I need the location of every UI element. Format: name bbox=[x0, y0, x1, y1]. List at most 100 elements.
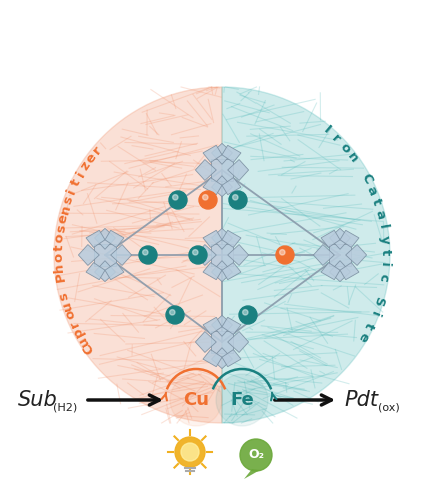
Circle shape bbox=[181, 443, 199, 461]
Circle shape bbox=[166, 306, 184, 324]
Text: a: a bbox=[364, 184, 380, 197]
Circle shape bbox=[173, 194, 178, 200]
Text: z: z bbox=[78, 159, 93, 172]
Text: P: P bbox=[53, 271, 67, 282]
Polygon shape bbox=[222, 262, 241, 280]
Polygon shape bbox=[340, 262, 359, 280]
Polygon shape bbox=[329, 244, 351, 266]
Circle shape bbox=[143, 250, 148, 255]
Text: Sub: Sub bbox=[18, 390, 58, 410]
Circle shape bbox=[280, 250, 285, 255]
Polygon shape bbox=[222, 230, 241, 248]
Text: n: n bbox=[345, 150, 361, 166]
Polygon shape bbox=[329, 228, 350, 250]
Polygon shape bbox=[86, 230, 105, 248]
Polygon shape bbox=[195, 332, 216, 352]
Wedge shape bbox=[222, 87, 390, 423]
Circle shape bbox=[189, 246, 207, 264]
Text: i: i bbox=[65, 187, 79, 196]
Circle shape bbox=[229, 191, 247, 209]
Polygon shape bbox=[95, 228, 115, 250]
Text: Cu: Cu bbox=[183, 391, 209, 409]
Text: Fe: Fe bbox=[230, 391, 254, 409]
Text: l: l bbox=[376, 224, 389, 230]
Text: C: C bbox=[80, 341, 96, 356]
Polygon shape bbox=[211, 348, 233, 368]
Text: S: S bbox=[371, 296, 386, 308]
Circle shape bbox=[242, 310, 248, 315]
Polygon shape bbox=[203, 146, 222, 162]
Text: s: s bbox=[61, 194, 76, 206]
Polygon shape bbox=[195, 160, 216, 180]
Polygon shape bbox=[222, 146, 241, 162]
Text: o: o bbox=[52, 253, 66, 262]
Polygon shape bbox=[95, 260, 115, 281]
Text: (H2): (H2) bbox=[53, 402, 77, 412]
Polygon shape bbox=[105, 230, 124, 248]
Polygon shape bbox=[211, 176, 233, 197]
Text: o: o bbox=[53, 233, 67, 243]
Text: c: c bbox=[377, 272, 390, 282]
Text: r: r bbox=[90, 144, 104, 157]
Text: i: i bbox=[378, 262, 391, 267]
Text: (ox): (ox) bbox=[378, 402, 400, 412]
Polygon shape bbox=[222, 178, 241, 194]
Polygon shape bbox=[346, 244, 367, 266]
Circle shape bbox=[193, 250, 198, 255]
Text: C: C bbox=[358, 172, 374, 186]
Text: t: t bbox=[369, 197, 383, 207]
Text: r: r bbox=[67, 318, 81, 329]
Text: a: a bbox=[373, 208, 387, 220]
Text: I: I bbox=[321, 124, 333, 136]
Text: r: r bbox=[329, 132, 343, 145]
Polygon shape bbox=[203, 230, 222, 248]
Polygon shape bbox=[210, 244, 234, 266]
Polygon shape bbox=[86, 262, 105, 280]
Text: y: y bbox=[377, 234, 391, 244]
Circle shape bbox=[169, 191, 187, 209]
Wedge shape bbox=[54, 87, 222, 423]
Polygon shape bbox=[211, 228, 233, 250]
Polygon shape bbox=[228, 244, 249, 266]
Text: Pdt: Pdt bbox=[344, 390, 378, 410]
Polygon shape bbox=[211, 144, 233, 165]
Text: u: u bbox=[59, 298, 75, 312]
Circle shape bbox=[202, 194, 208, 200]
Text: n: n bbox=[58, 204, 73, 216]
Text: p: p bbox=[70, 324, 86, 339]
Polygon shape bbox=[203, 262, 222, 280]
Text: t: t bbox=[52, 244, 66, 252]
Polygon shape bbox=[228, 332, 249, 352]
Text: t: t bbox=[362, 320, 376, 331]
Polygon shape bbox=[222, 350, 241, 366]
Circle shape bbox=[170, 310, 175, 315]
Text: e: e bbox=[355, 330, 371, 344]
Text: h: h bbox=[53, 262, 66, 272]
Polygon shape bbox=[210, 158, 234, 182]
Circle shape bbox=[199, 191, 217, 209]
Circle shape bbox=[240, 439, 272, 471]
Text: e: e bbox=[83, 150, 99, 166]
Text: t: t bbox=[378, 248, 392, 255]
Circle shape bbox=[276, 246, 294, 264]
Polygon shape bbox=[94, 244, 116, 266]
Text: s: s bbox=[54, 224, 68, 234]
Polygon shape bbox=[321, 262, 340, 280]
Circle shape bbox=[139, 246, 157, 264]
Text: s: s bbox=[57, 290, 71, 302]
Polygon shape bbox=[228, 160, 249, 180]
Polygon shape bbox=[211, 316, 233, 336]
Polygon shape bbox=[244, 469, 260, 479]
Text: t: t bbox=[69, 177, 83, 188]
Polygon shape bbox=[203, 318, 222, 334]
Circle shape bbox=[239, 306, 257, 324]
Polygon shape bbox=[111, 244, 131, 266]
Circle shape bbox=[216, 374, 268, 426]
Polygon shape bbox=[321, 230, 340, 248]
Polygon shape bbox=[329, 260, 350, 281]
Polygon shape bbox=[203, 178, 222, 194]
Polygon shape bbox=[340, 230, 359, 248]
Polygon shape bbox=[195, 244, 216, 266]
Polygon shape bbox=[105, 262, 124, 280]
Polygon shape bbox=[79, 244, 99, 266]
